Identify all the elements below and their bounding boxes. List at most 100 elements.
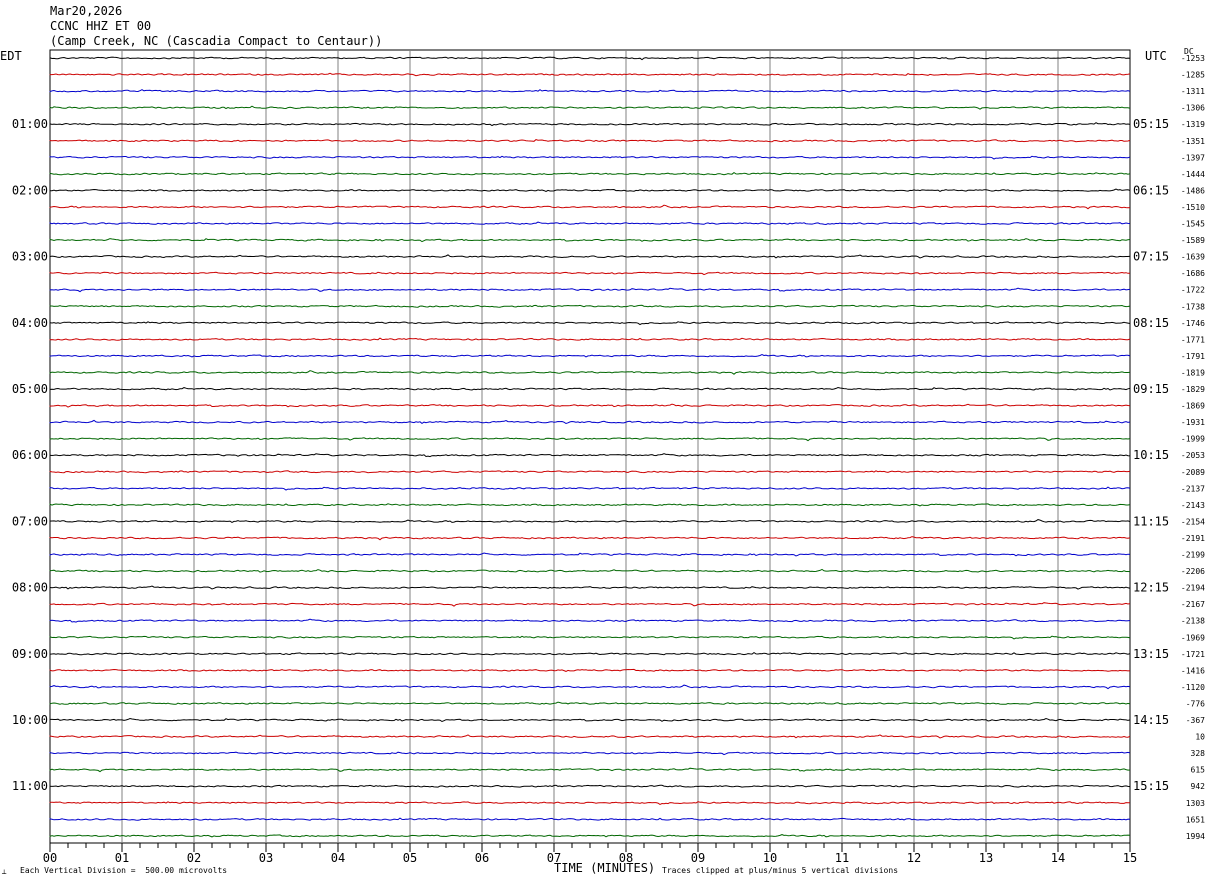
trace-row-27 bbox=[49, 486, 1131, 491]
left-hour-label-11: 11:00 bbox=[12, 779, 48, 793]
dc-offset-row-29: -2154 bbox=[1181, 517, 1205, 526]
trace-row-8 bbox=[49, 171, 1131, 176]
trace-row-24 bbox=[49, 437, 1131, 442]
left-hour-label-8: 08:00 bbox=[12, 581, 48, 595]
trace-row-10 bbox=[49, 204, 1131, 210]
dc-offset-row-1: -1253 bbox=[1181, 54, 1205, 63]
x-tick-label-02: 02 bbox=[187, 851, 201, 865]
trace-row-12 bbox=[49, 238, 1131, 243]
trace-row-15 bbox=[49, 287, 1131, 293]
dc-offset-row-38: -1416 bbox=[1181, 666, 1205, 675]
dc-offset-row-41: -367 bbox=[1186, 716, 1205, 725]
trace-row-33 bbox=[49, 585, 1131, 590]
dc-offset-row-18: -1771 bbox=[1181, 335, 1205, 344]
dc-offset-row-12: -1589 bbox=[1181, 236, 1205, 245]
dc-offset-row-33: -2194 bbox=[1181, 584, 1205, 593]
right-hour-label-7: 11:15 bbox=[1133, 514, 1169, 528]
left-hour-label-3: 03:00 bbox=[12, 250, 48, 264]
trace-row-34 bbox=[49, 602, 1131, 607]
trace-row-7 bbox=[49, 155, 1131, 160]
dc-offset-row-11: -1545 bbox=[1181, 220, 1205, 229]
dc-offset-row-7: -1397 bbox=[1181, 153, 1205, 162]
date-label: Mar20,2026 bbox=[50, 4, 123, 18]
trace-row-35 bbox=[49, 618, 1131, 623]
dc-offset-row-43: 328 bbox=[1191, 749, 1206, 758]
dc-offset-row-20: -1819 bbox=[1181, 368, 1205, 377]
right-hour-label-8: 12:15 bbox=[1133, 581, 1169, 595]
x-tick-label-01: 01 bbox=[115, 851, 129, 865]
trace-row-28 bbox=[49, 503, 1131, 507]
dc-offset-row-37: -1721 bbox=[1181, 650, 1205, 659]
dc-offset-row-36: -1969 bbox=[1181, 633, 1205, 642]
trace-row-6 bbox=[49, 139, 1131, 143]
left-hour-label-10: 10:00 bbox=[12, 713, 48, 727]
dc-offset-row-48: 1994 bbox=[1186, 832, 1205, 841]
x-tick-label-04: 04 bbox=[331, 851, 345, 865]
right-timezone-label: UTC bbox=[1145, 49, 1167, 63]
trace-row-23 bbox=[49, 419, 1131, 425]
x-tick-label-03: 03 bbox=[259, 851, 273, 865]
dc-offset-row-16: -1738 bbox=[1181, 302, 1205, 311]
right-hour-label-1: 05:15 bbox=[1133, 117, 1169, 131]
left-hour-label-4: 04:00 bbox=[12, 316, 48, 330]
left-hour-label-5: 05:00 bbox=[12, 382, 48, 396]
left-hour-label-7: 07:00 bbox=[12, 514, 48, 528]
trace-row-47 bbox=[49, 817, 1131, 821]
trace-row-26 bbox=[49, 470, 1131, 474]
trace-row-1 bbox=[49, 56, 1131, 61]
right-hour-label-9: 13:15 bbox=[1133, 647, 1169, 661]
x-tick-label-12: 12 bbox=[907, 851, 921, 865]
trace-row-3 bbox=[49, 89, 1131, 93]
dc-offset-row-2: -1285 bbox=[1181, 71, 1205, 80]
right-hour-label-5: 09:15 bbox=[1133, 382, 1169, 396]
trace-row-25 bbox=[49, 453, 1131, 458]
x-tick-label-06: 06 bbox=[475, 851, 489, 865]
right-hour-label-10: 14:15 bbox=[1133, 713, 1169, 727]
trace-row-21 bbox=[49, 386, 1131, 391]
dc-offset-row-6: -1351 bbox=[1181, 137, 1205, 146]
trace-row-29 bbox=[49, 519, 1131, 523]
dc-offset-row-25: -2053 bbox=[1181, 451, 1205, 460]
x-tick-label-13: 13 bbox=[979, 851, 993, 865]
x-tick-label-11: 11 bbox=[835, 851, 849, 865]
dc-offset-row-47: 1651 bbox=[1186, 815, 1205, 824]
dc-offset-row-9: -1486 bbox=[1181, 186, 1205, 195]
trace-row-48 bbox=[49, 834, 1131, 838]
dc-offset-row-15: -1722 bbox=[1181, 286, 1205, 295]
dc-offset-row-14: -1686 bbox=[1181, 269, 1205, 278]
dc-offset-row-46: 1303 bbox=[1186, 799, 1205, 808]
x-tick-label-00: 00 bbox=[43, 851, 57, 865]
trace-row-38 bbox=[49, 668, 1131, 672]
dc-offset-row-45: 942 bbox=[1191, 782, 1206, 791]
right-hour-label-2: 06:15 bbox=[1133, 183, 1169, 197]
dc-offset-row-13: -1639 bbox=[1181, 253, 1205, 262]
dc-offset-row-26: -2089 bbox=[1181, 468, 1205, 477]
trace-row-17 bbox=[49, 321, 1131, 326]
dc-offset-row-10: -1510 bbox=[1181, 203, 1205, 212]
right-hour-label-11: 15:15 bbox=[1133, 779, 1169, 793]
dc-offset-row-30: -2191 bbox=[1181, 534, 1205, 543]
trace-row-45 bbox=[49, 784, 1131, 788]
right-hour-label-6: 10:15 bbox=[1133, 448, 1169, 462]
dc-offset-row-35: -2138 bbox=[1181, 617, 1205, 626]
dc-offset-row-40: -776 bbox=[1186, 699, 1205, 708]
trace-row-43 bbox=[49, 751, 1131, 756]
vertical-scale-note: Each Vertical Division = 500.00 microvol… bbox=[20, 866, 228, 875]
dc-offset-row-8: -1444 bbox=[1181, 170, 1205, 179]
dc-offset-row-28: -2143 bbox=[1181, 501, 1205, 510]
dc-offset-row-5: -1319 bbox=[1181, 120, 1205, 129]
dc-offset-row-39: -1120 bbox=[1181, 683, 1205, 692]
trace-row-13 bbox=[49, 254, 1131, 259]
trace-row-19 bbox=[49, 354, 1131, 358]
x-tick-label-07: 07 bbox=[547, 851, 561, 865]
dc-offset-row-24: -1999 bbox=[1181, 435, 1205, 444]
trace-row-9 bbox=[49, 188, 1131, 193]
dc-offset-header: DC bbox=[1184, 47, 1194, 56]
trace-row-30 bbox=[49, 536, 1131, 541]
dc-offset-row-4: -1306 bbox=[1181, 104, 1205, 113]
trace-row-11 bbox=[49, 221, 1131, 226]
dc-offset-row-32: -2206 bbox=[1181, 567, 1205, 576]
trace-row-44 bbox=[49, 767, 1131, 773]
x-tick-label-05: 05 bbox=[403, 851, 417, 865]
